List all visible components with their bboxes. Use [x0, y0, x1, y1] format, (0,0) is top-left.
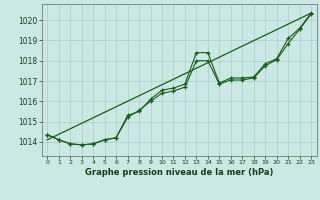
- X-axis label: Graphe pression niveau de la mer (hPa): Graphe pression niveau de la mer (hPa): [85, 168, 273, 177]
